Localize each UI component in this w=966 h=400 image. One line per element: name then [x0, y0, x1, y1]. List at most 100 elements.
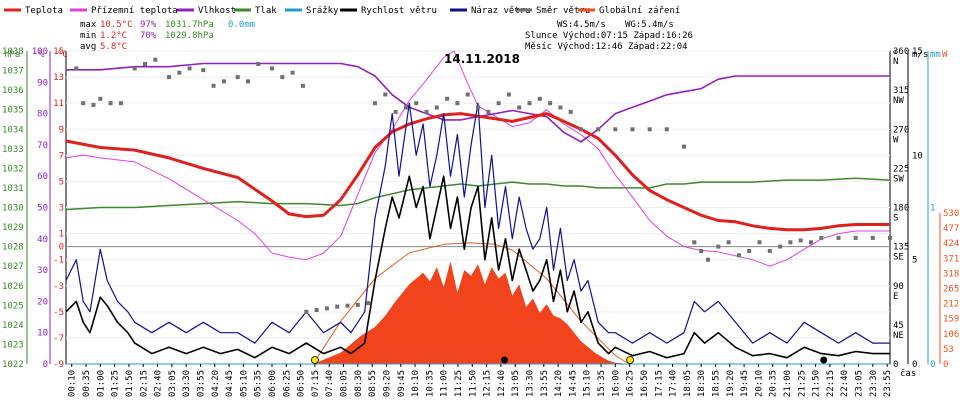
wind-dir-point: [280, 75, 285, 80]
x-tick-label: 08:55: [368, 370, 378, 397]
x-tick-label: 23:05: [855, 370, 865, 397]
x-tick-label: 05:35: [254, 370, 264, 397]
radiation-tick-label: 530: [943, 209, 959, 219]
legend-label: Vlhkost: [198, 6, 236, 16]
wind-dir-point: [221, 79, 226, 84]
x-tick-label: 14:45: [568, 370, 578, 397]
temperature-tick-label: 11: [53, 99, 64, 109]
wind-dir-point: [692, 240, 697, 245]
pressure-tick-label: 1032: [2, 164, 24, 174]
radiation-tick-label: 371: [943, 254, 959, 264]
pressure-tick-label: 1022: [2, 360, 24, 370]
wind-dir-point: [767, 249, 772, 253]
wind-dir-point: [235, 75, 240, 80]
wind-dir-point: [143, 62, 147, 66]
wind-dir-point: [527, 101, 532, 106]
wind-dir-point: [596, 127, 601, 132]
wind-dir-point: [98, 96, 103, 101]
wind-dir-point: [366, 301, 371, 306]
sunrise-marker: [311, 356, 319, 364]
series-line: [65, 175, 890, 359]
x-tick-label: 01:25: [111, 370, 121, 397]
radiation-tick-label: 477: [943, 224, 959, 234]
pressure-tick-label: 1038: [2, 47, 24, 57]
wind-dir-axis-title: °: [892, 50, 897, 60]
rain-tick-label: 0: [930, 360, 935, 370]
x-tick-label: 06:25: [282, 370, 292, 397]
x-tick-label: 13:30: [526, 370, 536, 397]
wind-dir-tick-label: SE: [893, 253, 904, 263]
x-tick-label: 02:15: [139, 370, 149, 397]
humidity-tick-label: 10: [37, 329, 48, 339]
wind-dir-tick-label: 315: [893, 86, 909, 96]
radiation-axis-title: W: [942, 50, 948, 60]
wind-dir-point: [324, 306, 329, 311]
wind-dir-point: [393, 109, 398, 114]
x-tick-label: 09:45: [397, 370, 407, 397]
wind-dir-point: [300, 83, 305, 88]
wind-dir-point: [486, 109, 491, 114]
wind-dir-point: [496, 101, 501, 106]
wind-dir-point: [568, 109, 573, 114]
x-tick-label: 09:20: [382, 370, 392, 397]
series: [65, 50, 892, 365]
x-tick-label: 16:50: [640, 370, 650, 397]
wind-dir-point: [888, 235, 892, 240]
wind-dir-point: [853, 235, 858, 240]
pressure-tick-label: 1028: [2, 243, 24, 253]
wind-dir-point: [132, 66, 137, 71]
x-tick-label: 23:30: [869, 370, 879, 397]
radiation-tick-label: 159: [943, 315, 959, 325]
temperature-tick-label: -7: [53, 334, 64, 344]
wind-dir-point: [647, 127, 652, 132]
pressure-axis-title: hPa: [4, 50, 20, 60]
x-tick-label: 07:40: [325, 370, 335, 397]
x-tick-label: 11:00: [440, 370, 450, 397]
wind-dir-tick-label: NW: [893, 96, 904, 106]
x-tick-label: 12:40: [497, 370, 507, 397]
x-tick-label: 06:50: [297, 370, 307, 397]
humidity-tick-label: 0: [43, 360, 48, 370]
x-tick-label: 21:50: [812, 370, 822, 397]
x-tick-label: 10:35: [425, 370, 435, 397]
x-tick-label: 20:35: [769, 370, 779, 397]
legend: Teplota Přízemní teplota Vlhkost Tlak Srážky…: [4, 6, 680, 16]
x-tick-label: 03:55: [197, 370, 207, 397]
wind-dir-tick-label: NE: [893, 331, 904, 341]
series-line: [65, 112, 890, 232]
temperature-axis-title: °C: [57, 50, 68, 60]
wind-dir-point: [682, 144, 686, 149]
legend-label: Směr větru: [536, 6, 590, 16]
wind-dir-point: [506, 92, 511, 97]
x-tick-label: 01:00: [96, 370, 106, 397]
wind-dir-point: [699, 249, 704, 253]
legend-label: Tlak: [255, 6, 277, 16]
x-tick-label: 10:10: [411, 370, 421, 397]
x-tick-label: 07:15: [311, 370, 321, 397]
wind-dir-point: [335, 304, 340, 309]
wind-dir-point: [314, 308, 319, 313]
wind-dir-point: [108, 101, 113, 106]
wind-dir-point: [465, 92, 470, 97]
wind-dir-point: [187, 66, 192, 71]
stat-temp: 5.8°C: [100, 42, 127, 52]
axes: hPa% °C1022102310241025102610271028102910…: [2, 47, 959, 370]
wind-dir-point: [256, 62, 261, 66]
series-line: [65, 177, 891, 211]
x-tick-label: 23:55: [883, 370, 893, 397]
wind-dir-point: [424, 109, 429, 114]
x-tick-label: 11:50: [468, 370, 478, 397]
x-tick-label: 21:25: [797, 370, 807, 397]
moonrise-marker: [500, 356, 508, 364]
humidity-tick-label: 20: [37, 297, 48, 307]
wind-dir-point: [819, 235, 824, 240]
pressure-tick-label: 1037: [2, 67, 24, 77]
wind-dir-point: [517, 105, 522, 110]
x-tick-label: 22:15: [826, 370, 836, 397]
stat-humidity: 97%: [140, 20, 157, 30]
wind-dir-tick-label: 225: [893, 164, 909, 174]
x-tick-label: 13:05: [511, 370, 521, 397]
stat-label: avg: [80, 42, 96, 52]
wind-dir-point: [74, 66, 79, 71]
chart-title: 14.11.2018: [444, 52, 520, 66]
